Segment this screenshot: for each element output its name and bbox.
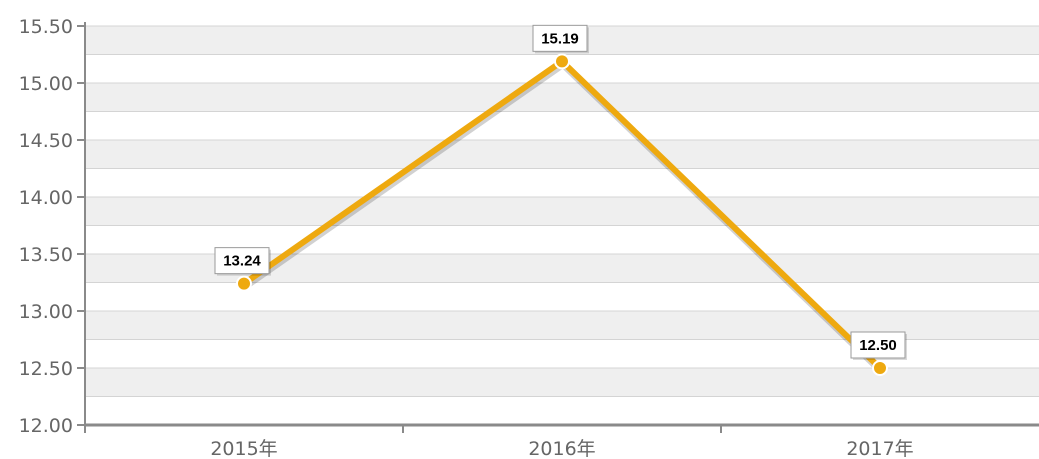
data-label-box [214,247,270,275]
grid-band [85,140,1039,169]
y-tick-label: 12.50 [19,358,73,380]
y-tick-label: 13.50 [19,244,73,266]
x-tick-label: 2017年 [846,438,913,459]
grid-band [85,368,1039,397]
y-tick-label: 15.50 [19,16,73,38]
grid-bands [85,26,1039,397]
axes [84,22,1039,427]
y-tick-label: 15.00 [19,73,73,95]
data-point [236,275,252,292]
data-labels: 13.24 15.19 12.50 [214,24,907,360]
grid-band [85,197,1039,226]
data-point [554,53,570,70]
data-label: 12.50 [859,337,897,354]
data-label: 13.24 [223,253,261,270]
y-tick-label: 14.00 [19,187,73,209]
grid-band [85,83,1039,112]
data-label: 15.19 [541,30,579,47]
series-group [236,53,888,376]
x-tick-label: 2016年 [528,438,595,459]
x-axis-ticks: 2015年 2016年 2017年 [84,425,914,459]
y-tick-label: 12.00 [19,415,73,437]
data-point [872,360,888,376]
data-label-box [532,24,588,52]
y-axis-ticks: 12.00 12.50 13.00 13.50 14.00 14.50 15.00 15.50 [19,16,85,437]
y-tick-label: 13.00 [19,301,73,323]
y-tick-label: 14.50 [19,130,73,152]
data-label-box [850,331,906,359]
x-tick-label: 2015年 [210,438,277,459]
